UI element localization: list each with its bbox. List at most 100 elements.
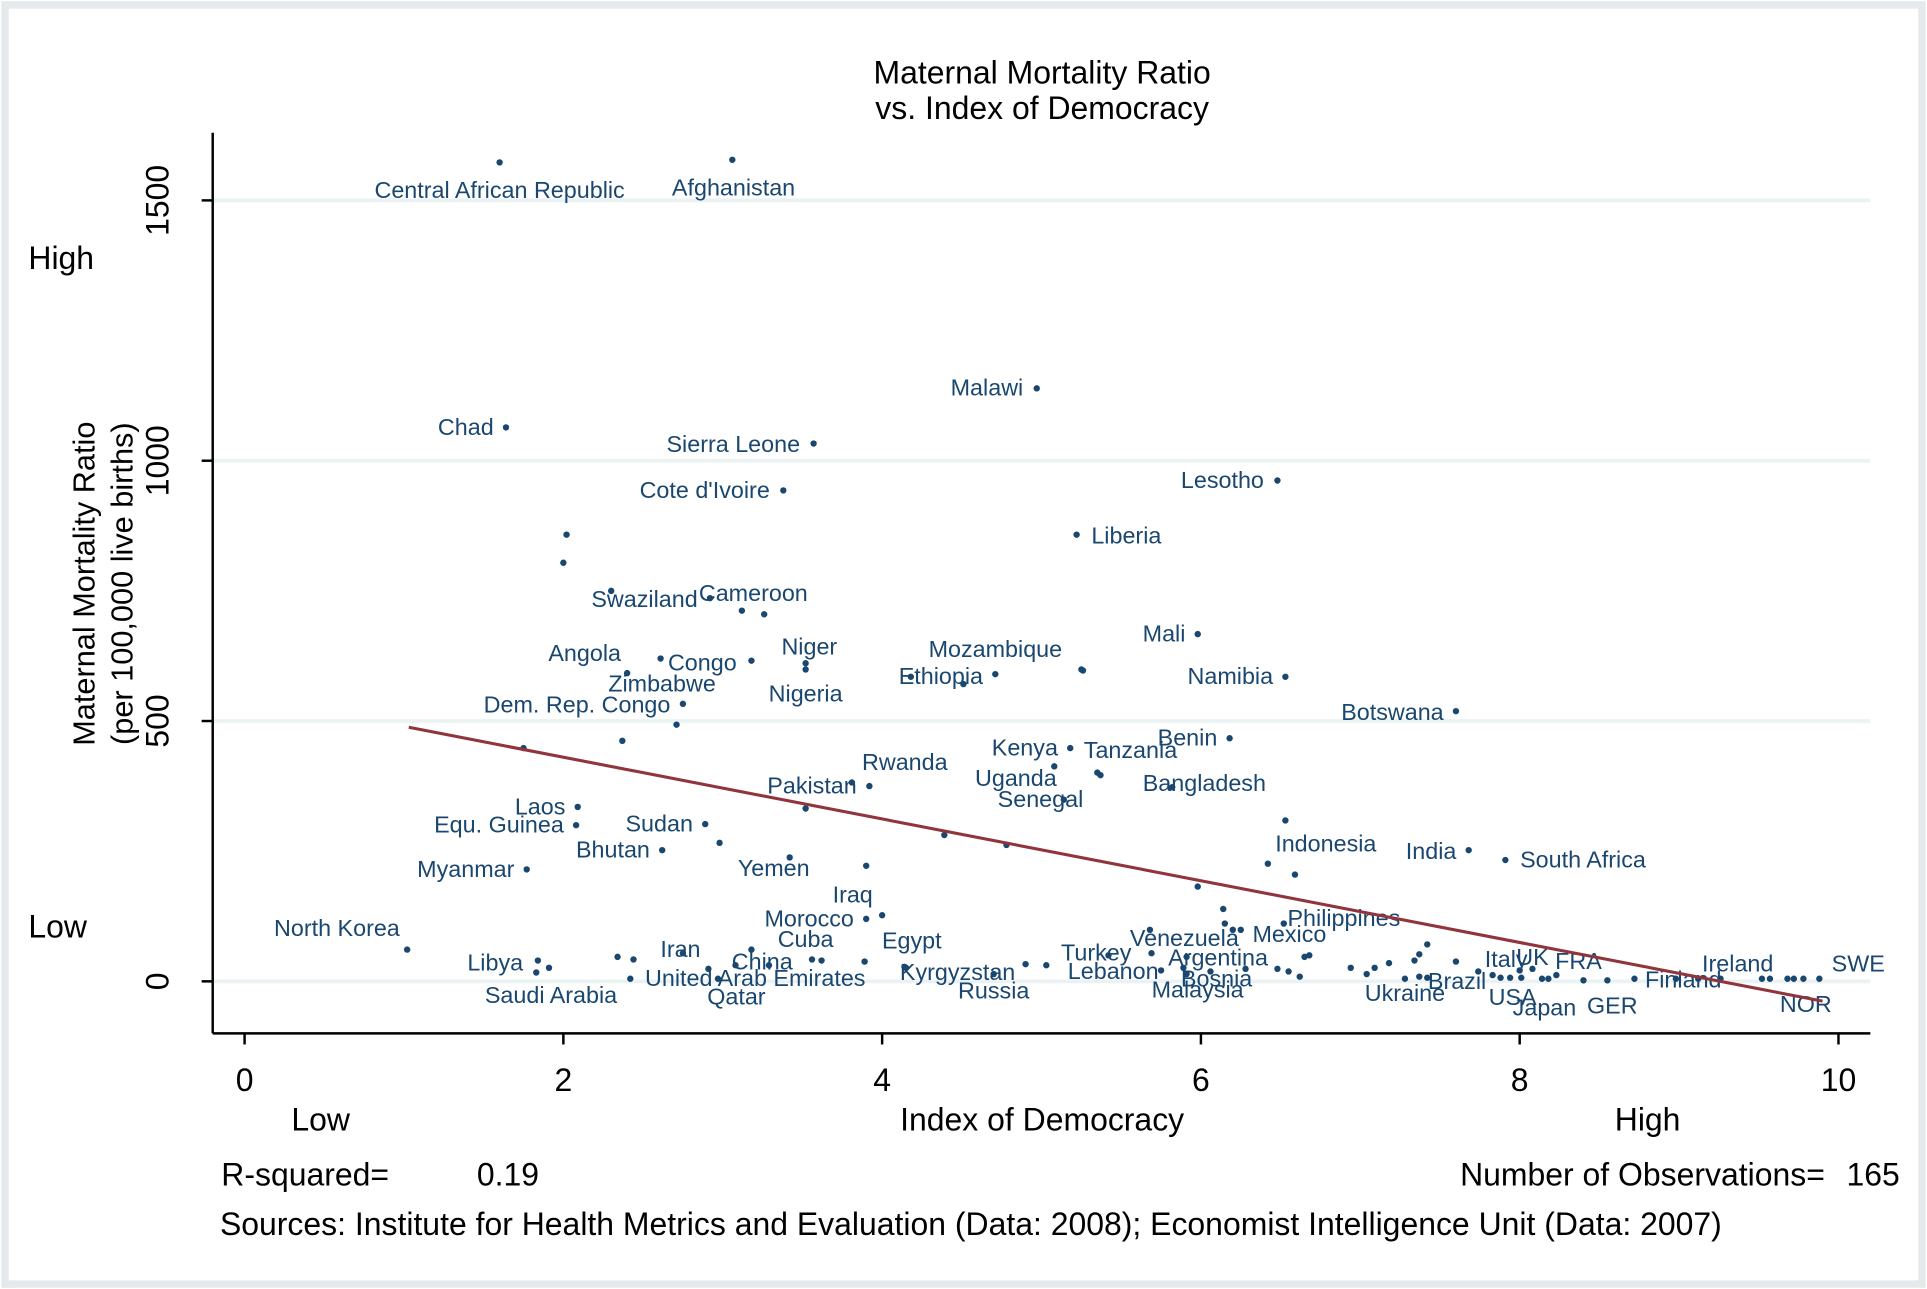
point [679,700,687,708]
point [1296,973,1303,980]
point-label: Sierra Leone [666,431,800,457]
point [1079,667,1087,674]
point [574,803,581,811]
point [1371,964,1378,972]
point-label: Turkey [1061,939,1132,965]
point-label: Mexico [1252,921,1326,947]
point [1538,975,1546,982]
point-label: Malawi [951,375,1024,401]
point [1516,967,1523,974]
point [1363,970,1370,978]
plot-area [212,132,1871,1034]
point-label: Cote d'Ivoire [640,477,770,503]
point [705,965,712,973]
point [907,673,915,680]
point [623,669,631,677]
point-label: Tanzania [1084,737,1177,763]
point-label: GER [1587,993,1638,1019]
point [1237,926,1244,933]
point [1411,957,1418,964]
point-label: Egypt [882,927,942,953]
point [607,587,615,595]
point [1424,941,1431,948]
point [1416,951,1423,958]
point [1502,856,1509,864]
chart-title: Maternal Mortality Ratio [874,54,1211,90]
point [1221,920,1229,927]
x-annotation: Low [291,1101,351,1137]
point-label: Congo [668,649,737,675]
point-label: SWE [1832,950,1885,976]
point [802,666,809,673]
point-label: Russia [958,978,1029,1004]
point [1220,905,1227,913]
point [560,559,567,566]
r-squared-value: 0.19 [477,1157,539,1193]
point [1033,385,1040,392]
point-label: Botswana [1341,699,1443,725]
point [1306,952,1313,959]
point-label: North Korea [274,915,400,941]
point-label: Cameroon [699,580,808,606]
point [1497,974,1504,981]
point [673,721,680,728]
point [861,958,868,965]
point-label: Benin [1158,725,1218,751]
point [679,950,687,957]
point [941,831,948,839]
y-annotation: High [28,240,94,276]
point [802,805,809,812]
observations-value: 165 [1847,1157,1900,1193]
point [627,975,634,982]
point [1067,744,1074,752]
observations-label: Number of Observations= [1460,1157,1825,1193]
point-label: Yemen [738,855,810,881]
point [1105,952,1112,959]
point [533,969,540,976]
point [1180,964,1187,972]
point-label: Dem. Rep. Congo [484,691,671,717]
point [1291,871,1299,878]
point [1229,926,1236,933]
point-label: Senegal [998,786,1084,812]
point [1022,960,1029,968]
point-label: Myanmar [417,856,514,882]
x-tick-label: 4 [873,1062,891,1098]
point [748,946,755,953]
point [1060,796,1068,803]
point [863,915,870,923]
point-label: Bosnia [1181,965,1252,991]
point [1452,707,1460,715]
point [810,440,817,447]
point-label: Malaysia [1152,976,1244,1002]
point-label: Kenya [992,735,1058,761]
point [1264,860,1272,867]
point-label: Italy [1485,946,1528,972]
point [403,946,411,953]
point [1604,977,1611,984]
point [1401,975,1409,982]
point-label: Namibia [1188,663,1274,689]
point [714,975,722,982]
point [1529,965,1536,973]
point-label: China [732,948,793,974]
point [738,607,746,614]
y-annotation: Low [28,908,88,944]
point [1784,975,1791,982]
point [545,964,553,972]
point [496,159,503,166]
chart-title: vs. Index of Democracy [875,90,1209,126]
point [1816,975,1823,982]
point-label: Pakistan [767,773,856,799]
x-tick-label: 8 [1511,1062,1529,1098]
point [1148,950,1155,957]
point [1194,883,1201,890]
point-label: Sudan [625,811,692,837]
point [818,957,825,964]
point-label: Mozambique [929,636,1063,662]
point-label: Qatar [707,984,766,1010]
point-label: Iran [660,936,700,962]
point [1475,968,1482,975]
